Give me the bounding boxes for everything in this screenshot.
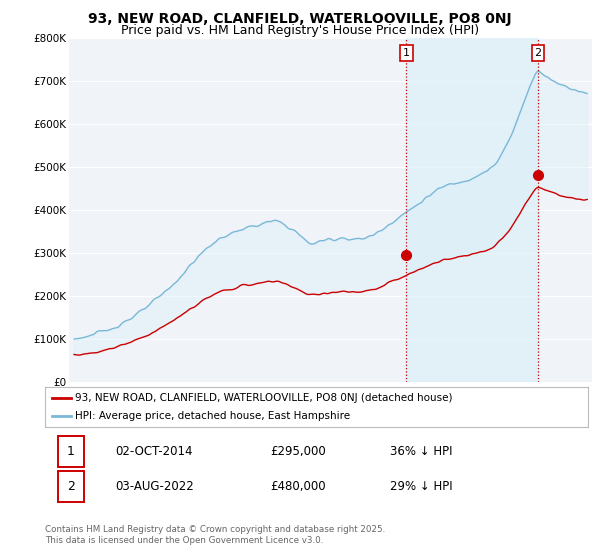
Text: £480,000: £480,000 [271, 480, 326, 493]
Text: 93, NEW ROAD, CLANFIELD, WATERLOOVILLE, PO8 0NJ (detached house): 93, NEW ROAD, CLANFIELD, WATERLOOVILLE, … [75, 393, 452, 403]
Bar [406, 38, 538, 382]
Text: 29% ↓ HPI: 29% ↓ HPI [390, 480, 452, 493]
Text: Price paid vs. HM Land Registry's House Price Index (HPI): Price paid vs. HM Land Registry's House … [121, 24, 479, 36]
Text: HPI: Average price, detached house, East Hampshire: HPI: Average price, detached house, East… [75, 412, 350, 421]
FancyBboxPatch shape [58, 436, 84, 466]
Text: £295,000: £295,000 [271, 445, 326, 458]
Text: 93, NEW ROAD, CLANFIELD, WATERLOOVILLE, PO8 0NJ: 93, NEW ROAD, CLANFIELD, WATERLOOVILLE, … [88, 12, 512, 26]
Text: 2: 2 [67, 480, 75, 493]
Text: 03-AUG-2022: 03-AUG-2022 [116, 480, 194, 493]
Text: 36% ↓ HPI: 36% ↓ HPI [390, 445, 452, 458]
Text: 1: 1 [67, 445, 75, 458]
Text: 02-OCT-2014: 02-OCT-2014 [116, 445, 193, 458]
Text: Contains HM Land Registry data © Crown copyright and database right 2025.
This d: Contains HM Land Registry data © Crown c… [45, 525, 385, 545]
Text: 2: 2 [535, 48, 542, 58]
FancyBboxPatch shape [58, 472, 84, 502]
Text: 1: 1 [403, 48, 410, 58]
